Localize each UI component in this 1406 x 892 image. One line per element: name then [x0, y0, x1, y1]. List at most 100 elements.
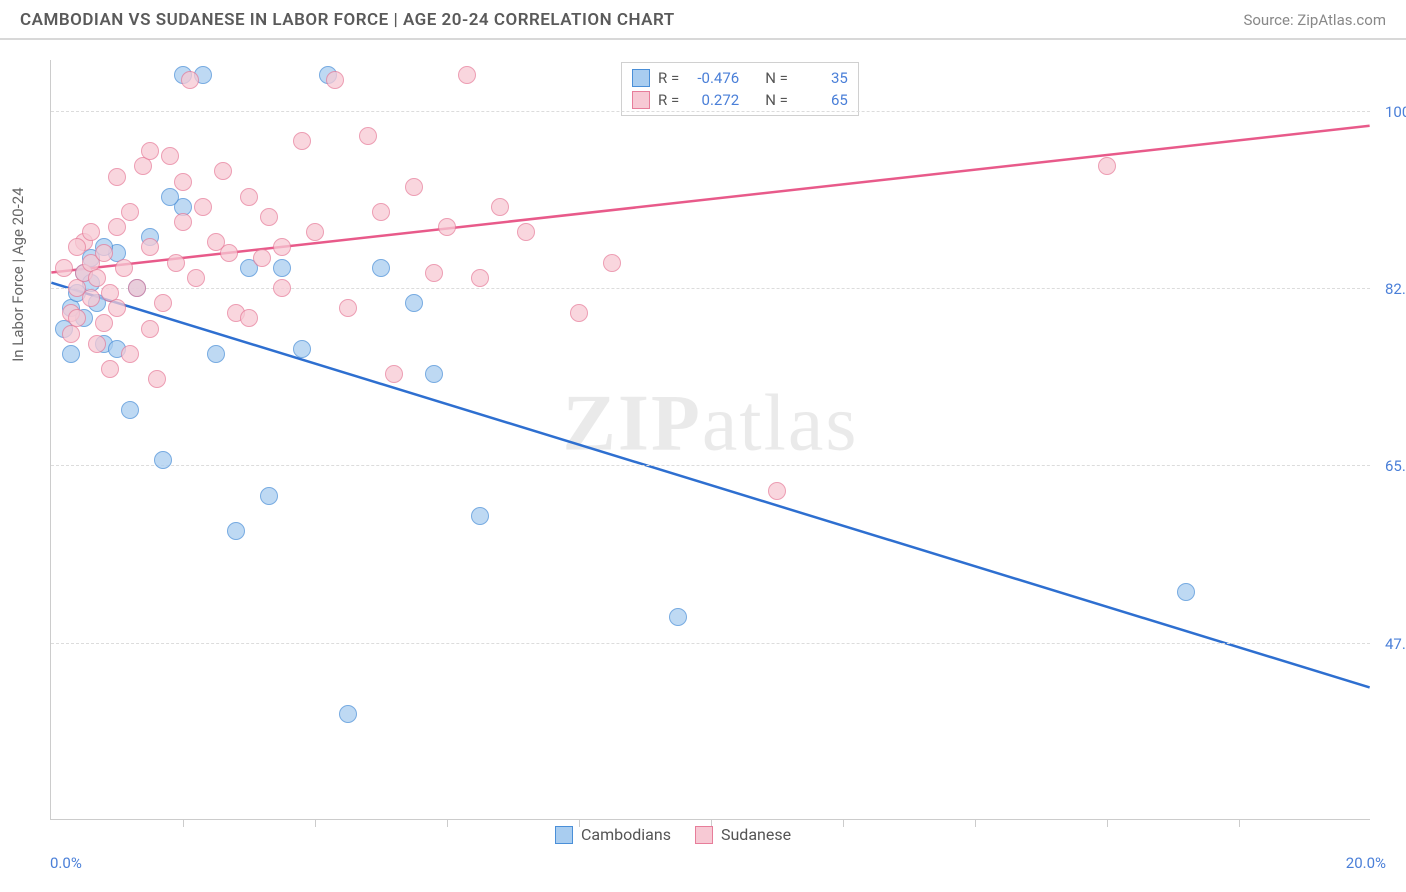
trend-lines — [51, 60, 1370, 819]
scatter-point — [108, 168, 126, 186]
scatter-point — [141, 320, 159, 338]
legend-item-sudanese: Sudanese — [695, 825, 791, 844]
watermark-bold: ZIP — [563, 380, 702, 468]
scatter-point — [167, 254, 185, 272]
scatter-point — [161, 188, 179, 206]
scatter-point — [326, 71, 344, 89]
scatter-point — [273, 259, 291, 277]
scatter-point — [260, 487, 278, 505]
scatter-point — [405, 294, 423, 312]
y-axis-title: In Labor Force | Age 20-24 — [9, 187, 27, 361]
scatter-point — [227, 522, 245, 540]
x-tick — [183, 819, 184, 827]
scatter-point — [339, 705, 357, 723]
scatter-point — [154, 451, 172, 469]
scatter-point — [108, 299, 126, 317]
legend-series: Cambodians Sudanese — [555, 825, 791, 844]
legend-item-cambodians: Cambodians — [555, 825, 671, 844]
r-label: R = — [658, 91, 679, 109]
scatter-point — [240, 309, 258, 327]
scatter-point — [207, 345, 225, 363]
scatter-point — [220, 244, 238, 262]
chart-container: In Labor Force | Age 20-24 ZIPatlas R = … — [0, 40, 1406, 884]
scatter-point — [187, 269, 205, 287]
scatter-point — [425, 264, 443, 282]
scatter-point — [181, 71, 199, 89]
scatter-point — [1098, 157, 1116, 175]
gridline: 82.5% — [51, 288, 1370, 289]
scatter-point — [273, 238, 291, 256]
scatter-point — [385, 365, 403, 383]
scatter-point — [121, 203, 139, 221]
scatter-point — [121, 401, 139, 419]
scatter-point — [669, 608, 687, 626]
scatter-point — [214, 162, 232, 180]
scatter-point — [95, 314, 113, 332]
scatter-point — [471, 269, 489, 287]
scatter-point — [405, 178, 423, 196]
scatter-point — [603, 254, 621, 272]
legend-row-cambodians: R = -0.476 N = 35 — [632, 67, 848, 89]
scatter-point — [174, 213, 192, 231]
trend-line — [51, 283, 1369, 688]
x-axis-min-label: 0.0% — [50, 854, 82, 872]
legend-label-sudanese: Sudanese — [721, 825, 791, 844]
chart-title: CAMBODIAN VS SUDANESE IN LABOR FORCE | A… — [20, 10, 675, 30]
scatter-point — [55, 259, 73, 277]
scatter-point — [115, 259, 133, 277]
scatter-point — [161, 147, 179, 165]
scatter-point — [82, 289, 100, 307]
n-value-sudanese: 65 — [796, 91, 848, 109]
scatter-point — [141, 238, 159, 256]
scatter-point — [128, 279, 146, 297]
n-label: N = — [765, 69, 788, 87]
scatter-point — [517, 223, 535, 241]
x-tick — [447, 819, 448, 827]
legend-swatch-cambodians — [632, 69, 650, 87]
scatter-point — [88, 335, 106, 353]
scatter-point — [68, 309, 86, 327]
scatter-point — [174, 173, 192, 191]
legend-swatch-sudanese — [632, 91, 650, 109]
n-label: N = — [765, 91, 788, 109]
scatter-point — [471, 507, 489, 525]
scatter-point — [768, 482, 786, 500]
scatter-point — [141, 142, 159, 160]
scatter-point — [438, 218, 456, 236]
x-tick — [315, 819, 316, 827]
scatter-point — [372, 259, 390, 277]
y-tick-label: 100.0% — [1375, 103, 1406, 121]
gridline: 47.5% — [51, 643, 1370, 644]
scatter-point — [82, 223, 100, 241]
scatter-point — [273, 279, 291, 297]
chart-header: CAMBODIAN VS SUDANESE IN LABOR FORCE | A… — [0, 0, 1406, 40]
y-tick-label: 82.5% — [1375, 280, 1406, 298]
x-tick — [1239, 819, 1240, 827]
x-axis-max-label: 20.0% — [1346, 854, 1386, 872]
scatter-point — [95, 244, 113, 262]
scatter-point — [62, 345, 80, 363]
scatter-point — [425, 365, 443, 383]
legend-label-cambodians: Cambodians — [581, 825, 671, 844]
scatter-point — [154, 294, 172, 312]
r-value-cambodians: -0.476 — [687, 69, 739, 87]
legend-swatch-sudanese — [695, 826, 713, 844]
scatter-point — [88, 269, 106, 287]
scatter-point — [101, 360, 119, 378]
scatter-point — [1177, 583, 1195, 601]
plot-area: ZIPatlas R = -0.476 N = 35 R = 0.272 N =… — [50, 60, 1370, 820]
watermark: ZIPatlas — [563, 379, 859, 470]
gridline: 100.0% — [51, 111, 1370, 112]
scatter-point — [68, 238, 86, 256]
gridline: 65.0% — [51, 465, 1370, 466]
scatter-point — [108, 218, 126, 236]
scatter-point — [293, 340, 311, 358]
legend-row-sudanese: R = 0.272 N = 65 — [632, 89, 848, 111]
scatter-point — [260, 208, 278, 226]
scatter-point — [194, 198, 212, 216]
scatter-point — [121, 345, 139, 363]
source-attribution: Source: ZipAtlas.com — [1243, 11, 1386, 29]
scatter-point — [240, 188, 258, 206]
y-tick-label: 65.0% — [1375, 457, 1406, 475]
watermark-light: atlas — [702, 380, 859, 468]
